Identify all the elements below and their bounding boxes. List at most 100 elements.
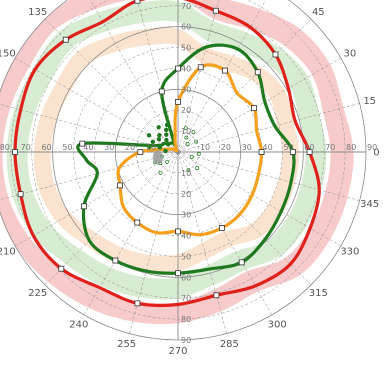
test-point-18 [194,139,199,144]
test-point-10 [157,145,162,150]
ring-label-50-90: 50 [181,44,191,53]
angle-label-345: 345 [360,199,379,210]
grid-spoke-300 [177,151,273,315]
ring-label-60-270: 60 [181,273,191,282]
isopter-marker-2-5 [137,149,144,155]
isopter-marker-2-8 [175,228,181,235]
angle-label-285: 285 [220,339,239,350]
axis-labels: 10 10 10 10 20 20 20 20 30 30 30 30 40 40 40 40 50 50 50 50… [0,2,380,357]
ring-label-10-0: 10 [200,143,210,152]
isopter-marker-2-3 [197,64,204,71]
test-point-5 [157,133,162,138]
test-point-26 [196,151,201,156]
isopter-marker-0-0 [306,149,313,155]
isopter-marker-0-2 [212,7,219,14]
test-point-25 [189,155,194,159]
isopter-marker-1-6 [112,257,119,264]
isopter-marker-2-1 [251,105,257,112]
test-point-24 [195,166,200,171]
grid-spoke-285 [177,151,227,334]
isopter-marker-0-6 [17,191,24,198]
test-point-2 [164,132,169,137]
ring-label-60-0: 60 [304,143,314,152]
grid-spoke-225 [44,151,179,286]
grid-spoke-330 [177,151,341,247]
isopter-marker-2-0 [258,149,265,155]
isopter-marker-1-4 [79,140,86,147]
isopter-marker-1-3 [158,88,165,95]
angle-label-270: 270 [168,346,187,357]
isopter-marker-2-4 [175,98,181,105]
test-points [146,122,201,175]
ring-label-20-0: 20 [221,143,231,152]
grid-spoke-75 [177,0,219,153]
test-point-19 [185,141,190,146]
test-point-3 [156,125,161,130]
ring-label-10-180: 10 [146,143,156,152]
ring-label-70-180: 70 [21,143,31,152]
ring-label-40-270: 40 [181,232,191,241]
ring-label-90-0: 90 [367,143,377,152]
angle-label-210: 210 [0,247,16,258]
ring-label-30-270: 30 [181,211,191,220]
test-point-11 [147,144,152,150]
angle-label-330: 330 [340,247,359,258]
ring-label-30-0: 30 [242,143,252,152]
angle-label-45: 45 [312,7,325,18]
normal-bands [0,0,354,325]
test-point-12 [163,148,168,154]
angle-label-150: 150 [0,48,16,59]
isopter-line-1 [76,43,296,275]
angle-label-240: 240 [69,319,88,330]
ring-label-20-180: 20 [125,143,135,152]
isopter-marker-0-1 [272,51,279,58]
ring-label-80-0: 80 [346,143,356,152]
angle-label-30: 30 [343,48,356,59]
isopter-marker-0-4 [62,36,69,43]
test-point-21 [184,135,189,140]
isopter-series [12,0,321,308]
isopter-marker-0-9 [213,292,220,299]
isopter-marker-0-3 [134,0,141,4]
angle-label-135: 135 [28,7,47,18]
isopter-marker-1-2 [175,65,181,72]
angle-label-225: 225 [28,288,47,299]
grid-spoke-210 [15,151,179,247]
ring-label-10-90: 10 [181,127,191,136]
isopter-marker-1-8 [238,259,245,266]
ring-label-40-180: 40 [83,143,93,152]
ring-label-80-180: 80 [0,143,10,152]
isopter-marker-2-6 [117,182,124,189]
isopter-marker-2-7 [134,219,141,226]
isopter-marker-1-5 [81,203,87,210]
grid-spoke-30 [177,57,341,153]
angle-label-15: 15 [363,96,376,107]
grid-spoke-345 [177,151,360,201]
ring-label-80-270: 80 [181,315,191,324]
ring-label-70-0: 70 [325,143,335,152]
angle-label-0: 0 [373,148,379,159]
test-point-6 [165,142,171,147]
test-point-0 [164,122,170,128]
isopter-marker-1-7 [175,270,181,277]
test-point-7 [156,136,162,142]
isopter-marker-0-5 [12,149,18,155]
grid-spoke-315 [177,151,312,286]
isopter-marker-0-8 [134,300,141,307]
ring-label-40-0: 40 [263,143,273,152]
angle-label-300: 300 [268,319,287,330]
isopter-marker-0-7 [58,265,65,272]
test-point-17 [158,170,163,175]
test-point-20 [191,130,196,135]
grid-spoke-195 [0,151,179,200]
isopter-marker-2-9 [218,225,225,231]
grid-spoke-15 [177,103,360,153]
ring-label-40-90: 40 [181,64,191,73]
ring-label-50-270: 50 [181,252,191,261]
normal-band-0 [0,0,354,325]
grid-spoke-120 [89,0,179,153]
test-point-4 [164,137,169,143]
test-point-16 [165,159,170,164]
grid-spoke-45 [177,18,312,153]
